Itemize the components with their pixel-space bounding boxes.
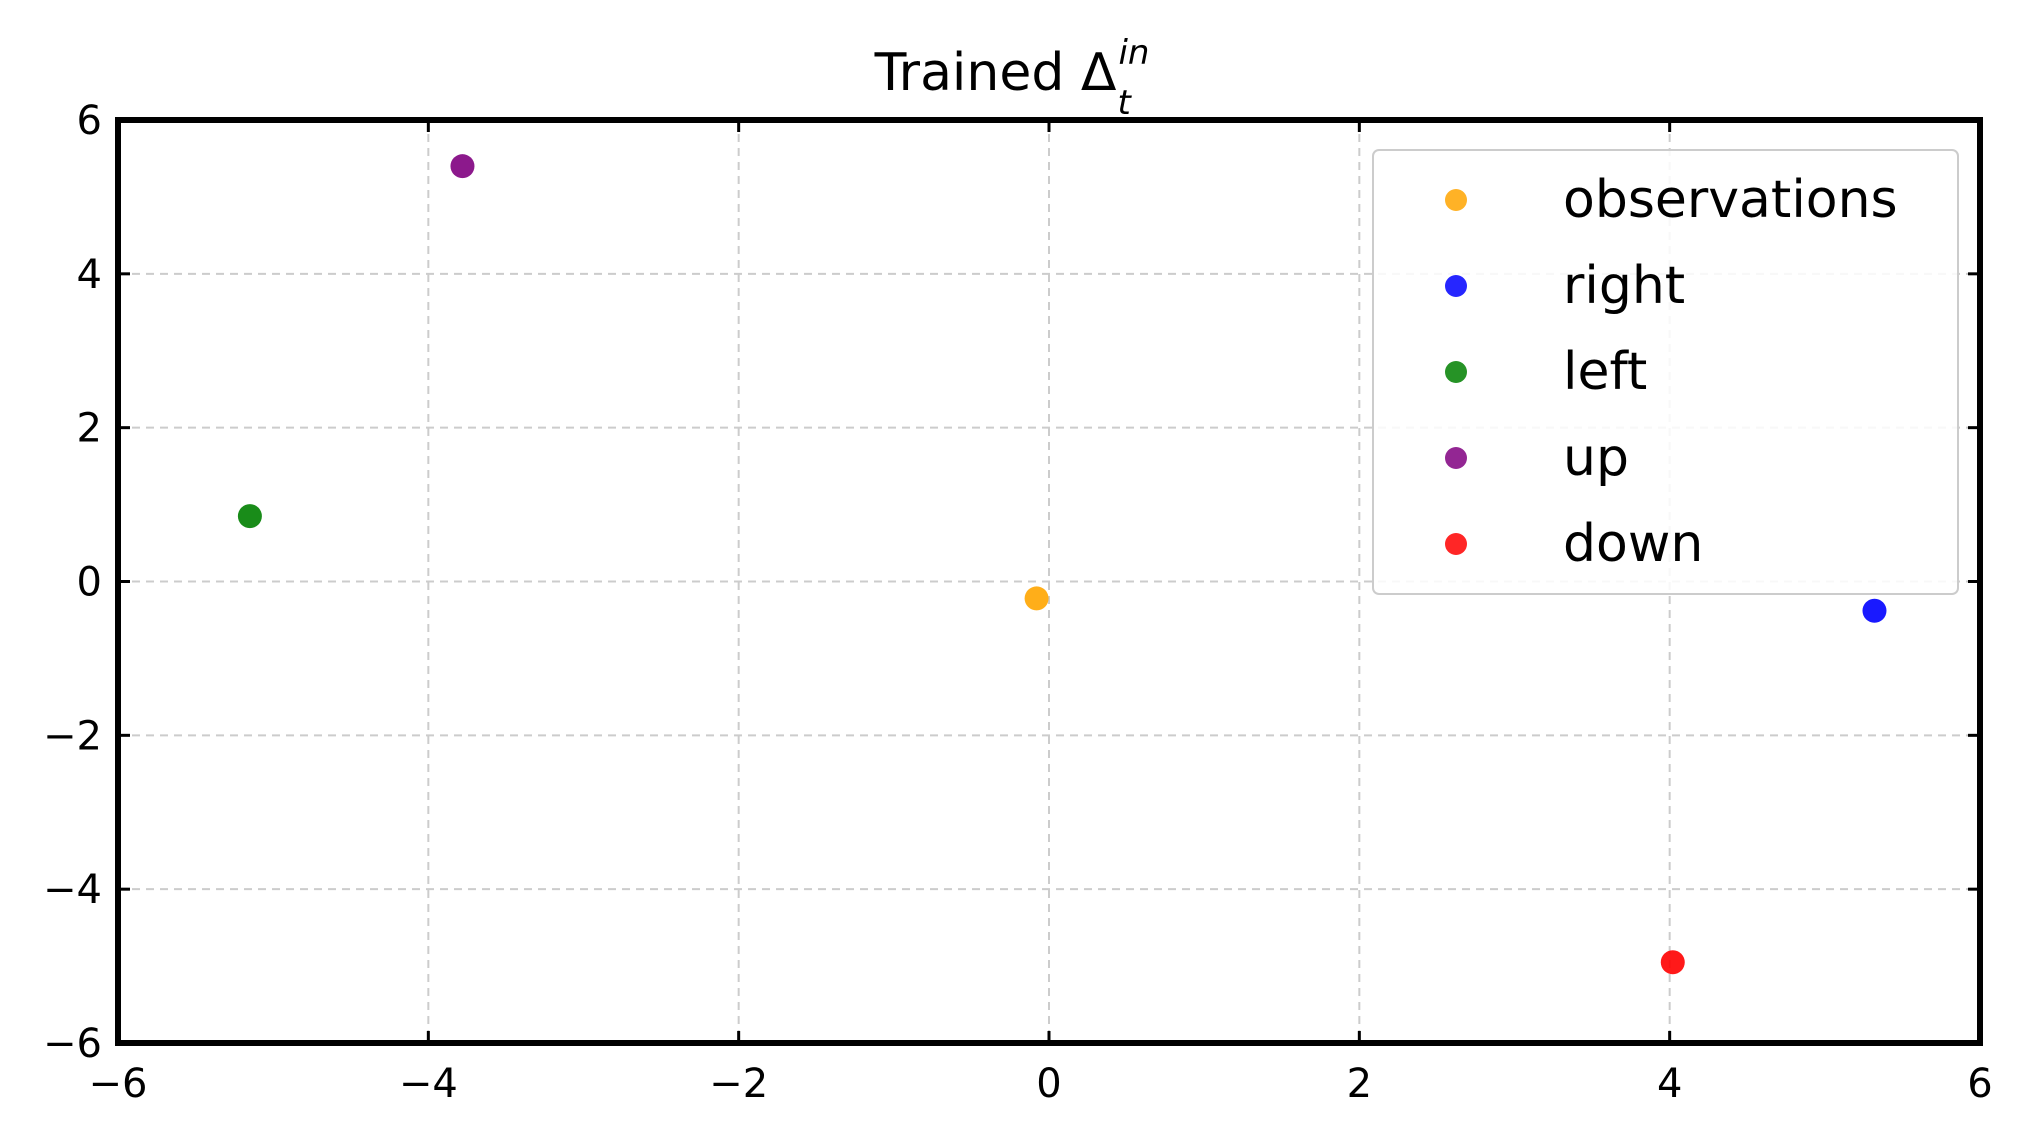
x-tick-label: −2 [709, 1061, 768, 1107]
data-point-left [237, 504, 262, 529]
data-point-down [1660, 950, 1685, 975]
legend-marker-left [1445, 361, 1467, 383]
y-tick-label: 6 [77, 98, 102, 144]
legend-label-left: left [1563, 342, 1647, 402]
y-tick-label: −2 [43, 713, 102, 759]
data-points [237, 154, 1887, 975]
y-tick-label: 4 [77, 252, 102, 298]
legend-label-up: up [1563, 428, 1629, 488]
grid [118, 120, 1980, 1043]
legend-marker-observations [1445, 189, 1467, 211]
x-tick-label: −4 [399, 1061, 458, 1107]
x-tick-label: −6 [89, 1061, 148, 1107]
y-tick-label: 0 [77, 560, 102, 606]
y-tick-label: −6 [43, 1021, 102, 1067]
legend-label-down: down [1563, 514, 1703, 574]
legend-label-observations: observations [1563, 170, 1898, 230]
chart-title: Trained Δin t [874, 33, 1150, 123]
plot-frame [115, 117, 1983, 1046]
data-point-up [450, 154, 475, 179]
data-point-right [1862, 598, 1887, 623]
chart-title-main: Trained Δ [874, 43, 1117, 103]
legend-marker-right [1445, 275, 1467, 297]
chart-title-subscript: t [1117, 83, 1132, 123]
x-tick-label: 4 [1657, 1061, 1682, 1107]
legend-marker-up [1445, 447, 1467, 469]
legend-box [1372, 149, 1959, 595]
chart-title-superscript: in [1118, 33, 1149, 73]
x-tick-label: 6 [1967, 1061, 1992, 1107]
y-tick-label: −4 [43, 867, 102, 913]
x-tick-label: 2 [1347, 1061, 1372, 1107]
data-point-observations [1024, 586, 1049, 611]
legend-marker-down [1445, 533, 1467, 555]
x-tick-label: 0 [1036, 1061, 1061, 1107]
y-tick-label: 2 [77, 406, 102, 452]
axis-ticks: −6 −4 −2 0 2 4 6 −6 −4 −2 0 2 4 6 [43, 98, 1993, 1107]
legend: observations right left up down [1372, 149, 1959, 595]
legend-label-right: right [1563, 256, 1685, 316]
